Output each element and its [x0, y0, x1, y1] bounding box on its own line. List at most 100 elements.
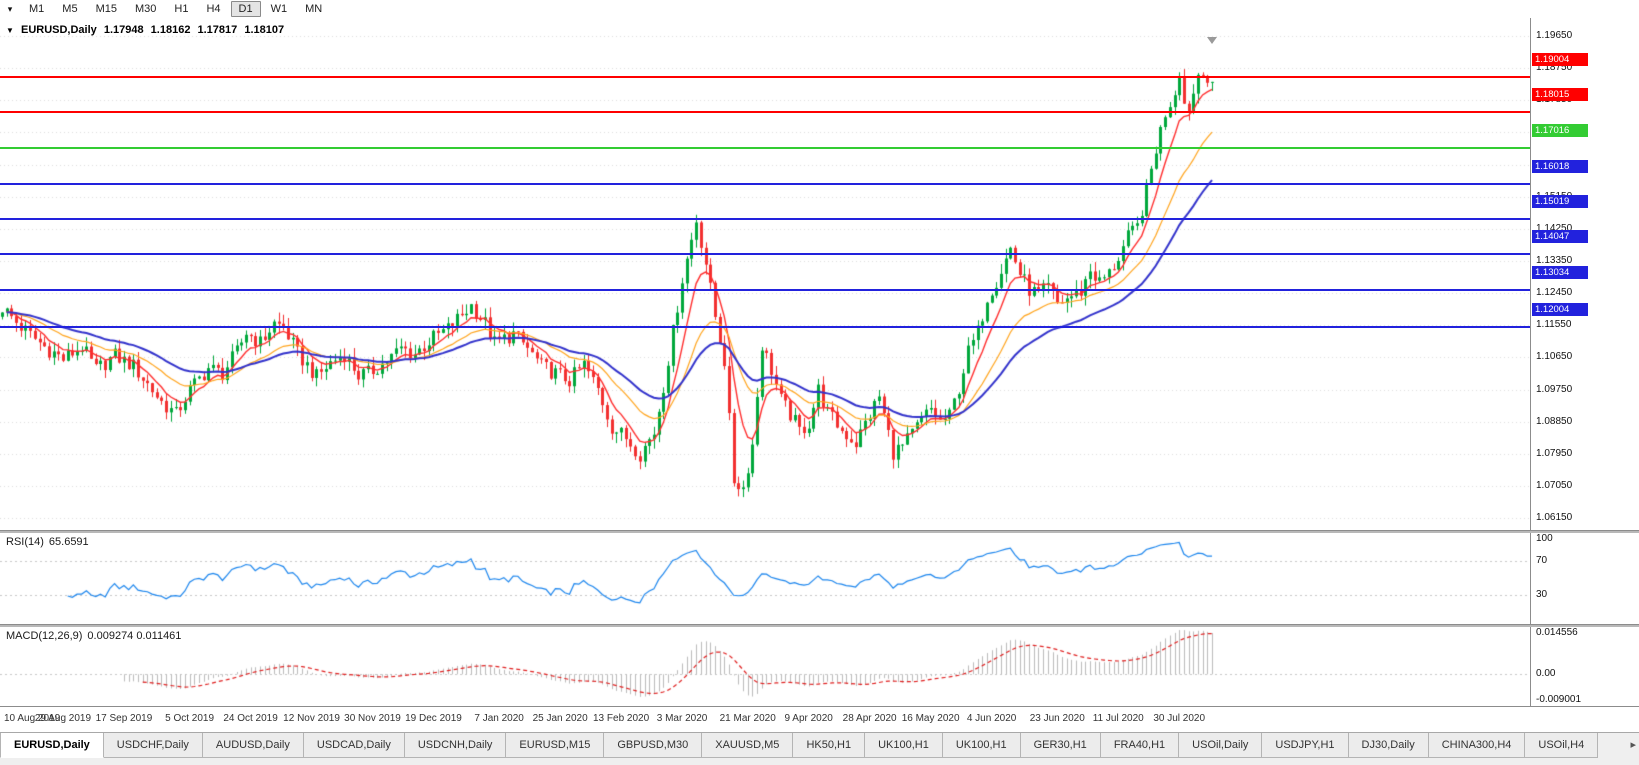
time-axis-label: 11 Jul 2020 [1092, 713, 1144, 724]
macd-axis[interactable]: 0.014556 0.00 -0.009001 [1530, 626, 1639, 706]
rsi-axis[interactable]: 100 70 30 [1530, 532, 1639, 624]
ohlc-low-value: 1.17817 [197, 24, 238, 36]
price-tick-label: 1.09750 [1536, 383, 1573, 395]
rsi-chart-canvas[interactable] [0, 532, 1530, 624]
ohlc-high-value: 1.18162 [150, 24, 191, 36]
rsi-label: RSI(14) [6, 536, 44, 548]
rsi-tick-label: 100 [1536, 533, 1553, 544]
chart-tab-eurusd-m15[interactable]: EURUSD,M15 [506, 733, 605, 758]
price-tick-label: 1.14250 [1536, 222, 1573, 234]
chart-tab-xauusd-m5[interactable]: XAUUSD,M5 [702, 733, 794, 758]
price-level-badge: 1.12004 [1532, 303, 1588, 317]
chart-tab-usoil-daily[interactable]: USOil,Daily [1179, 733, 1263, 758]
price-axis[interactable]: 1.196501.187501.178501.169501.160501.151… [1530, 18, 1639, 530]
horizontal-level-line[interactable] [0, 182, 1530, 185]
price-level-badge: 1.13034 [1532, 266, 1588, 280]
horizontal-level-line[interactable] [0, 289, 1530, 292]
timeframe-button-m30[interactable]: M30 [134, 3, 157, 15]
chart-tab-audusd-daily[interactable]: AUDUSD,Daily [202, 733, 304, 758]
collapse-triangle-icon[interactable]: ▼ [6, 26, 14, 35]
price-tick-label: 1.07050 [1536, 479, 1573, 491]
timeframe-button-w1[interactable]: W1 [270, 3, 288, 15]
panel-splitter[interactable] [0, 530, 1639, 533]
time-axis[interactable]: 10 Aug 2019 29 Aug 2019 17 Sep 2019 5 Oct 2… [0, 706, 1639, 733]
chart-ohlc-readout: ▼ EURUSD,Daily 1.17948 1.18162 1.17817 1… [6, 24, 288, 36]
price-tick-label: 1.18750 [1536, 62, 1573, 74]
chart-shift-marker-icon[interactable] [1207, 37, 1217, 44]
timeframe-button-h4[interactable]: H4 [206, 3, 221, 15]
timeframe-toolbar: ▾ M1 M5 M15 M30 H1 H4 D1 W1 MN [0, 0, 1639, 19]
price-tick-label: 1.08850 [1536, 415, 1573, 427]
ohlc-close-value: 1.18107 [244, 24, 285, 36]
horizontal-level-line[interactable] [0, 76, 1530, 79]
time-axis-label: 3 Mar 2020 [656, 713, 708, 724]
time-axis-label: 25 Jan 2020 [532, 713, 588, 724]
chart-tab-uk100-h1[interactable]: UK100,H1 [942, 733, 1021, 758]
time-axis-label: 17 Sep 2019 [95, 713, 153, 724]
rsi-readout: RSI(14) 65.6591 [6, 536, 94, 548]
chart-tab-bar: EURUSD,Daily USDCHF,Daily AUDUSD,Daily USDC… [0, 732, 1639, 765]
candlestick-chart-canvas[interactable] [0, 18, 1530, 530]
horizontal-level-line[interactable] [0, 253, 1530, 256]
time-axis-label: 12 Nov 2019 [283, 713, 340, 724]
chart-tab-dj30-daily[interactable]: DJ30,Daily [1348, 733, 1429, 758]
timeframe-button-m5[interactable]: M5 [62, 3, 78, 15]
timeframe-button-h1[interactable]: H1 [174, 3, 189, 15]
price-level-badge: 1.18015 [1532, 88, 1588, 102]
chart-tab-fra40-h1[interactable]: FRA40,H1 [1100, 733, 1180, 758]
time-axis-label: 24 Oct 2019 [223, 713, 278, 724]
price-tick-label: 1.13350 [1536, 254, 1573, 266]
rsi-tick-label: 30 [1536, 588, 1548, 600]
price-tick-label: 1.12450 [1536, 287, 1573, 299]
macd-tick-label: 0.00 [1536, 668, 1556, 680]
macd-tick-label: 0.014556 [1536, 627, 1578, 638]
timeframe-button-m15[interactable]: M15 [95, 3, 117, 15]
chart-tab-ger30-h1[interactable]: GER30,H1 [1020, 733, 1101, 758]
price-tick-label: 1.06150 [1536, 512, 1573, 524]
tab-scroll-right-icon[interactable]: ▸ [1630, 739, 1636, 751]
macd-tick-label: -0.009001 [1536, 694, 1582, 705]
timeframe-button-d1[interactable]: D1 [230, 1, 261, 17]
chart-tab-usoil-h4[interactable]: USOil,H4 [1525, 733, 1599, 758]
chart-tabs: EURUSD,Daily USDCHF,Daily AUDUSD,Daily USDC… [0, 733, 1599, 758]
price-level-badge: 1.19004 [1532, 53, 1588, 67]
main-chart-panel: ▼ EURUSD,Daily 1.17948 1.18162 1.17817 1… [0, 18, 1639, 530]
time-axis-label: 23 Jun 2020 [1029, 713, 1085, 724]
macd-values: 0.009274 0.011461 [87, 630, 182, 642]
time-axis-label: 13 Feb 2020 [592, 713, 650, 724]
chart-tab-uk100-h1[interactable]: UK100,H1 [865, 733, 943, 758]
macd-chart-canvas[interactable] [0, 626, 1530, 706]
rsi-tick-label: 70 [1536, 555, 1548, 567]
horizontal-level-line[interactable] [0, 147, 1530, 150]
timeframe-button-mn[interactable]: MN [305, 3, 323, 15]
chart-tab-china300-h4[interactable]: CHINA300,H4 [1428, 733, 1526, 758]
chart-tab-usdjpy-h1[interactable]: USDJPY,H1 [1262, 733, 1349, 758]
price-tick-label: 1.11550 [1536, 319, 1572, 331]
chart-tab-eurusd-daily[interactable]: EURUSD,Daily [0, 733, 104, 758]
price-level-badge: 1.16018 [1532, 159, 1588, 173]
panel-splitter[interactable] [0, 624, 1639, 627]
chart-dropdown-icon[interactable]: ▾ [7, 3, 13, 14]
chart-tab-usdcad-daily[interactable]: USDCAD,Daily [303, 733, 405, 758]
time-axis-label: 19 Dec 2019 [405, 713, 462, 724]
timeframe-button-m1[interactable]: M1 [29, 3, 45, 15]
time-axis-label: 16 May 2020 [901, 713, 960, 724]
chart-tab-usdchf-daily[interactable]: USDCHF,Daily [103, 733, 203, 758]
chart-tab-usdcnh-daily[interactable]: USDCNH,Daily [404, 733, 507, 758]
time-axis-label: 29 Aug 2019 [34, 713, 92, 724]
price-tick-label: 1.10650 [1536, 351, 1573, 363]
rsi-indicator-panel: RSI(14) 65.6591 100 70 30 [0, 532, 1639, 624]
chart-symbol-label: EURUSD,Daily [20, 24, 97, 36]
price-level-badge: 1.17016 [1532, 124, 1588, 138]
horizontal-level-line[interactable] [0, 326, 1530, 329]
chart-tab-gbpusd-m30[interactable]: GBPUSD,M30 [604, 733, 703, 758]
horizontal-level-line[interactable] [0, 111, 1530, 114]
horizontal-level-line[interactable] [0, 218, 1530, 221]
time-axis-label: 9 Apr 2020 [784, 713, 833, 724]
price-tick-label: 1.19650 [1536, 29, 1573, 41]
price-tick-label: 1.07950 [1536, 447, 1573, 459]
time-axis-label: 21 Mar 2020 [719, 713, 776, 724]
time-axis-label: 28 Apr 2020 [842, 713, 897, 724]
chart-tab-hk50-h1[interactable]: HK50,H1 [793, 733, 866, 758]
